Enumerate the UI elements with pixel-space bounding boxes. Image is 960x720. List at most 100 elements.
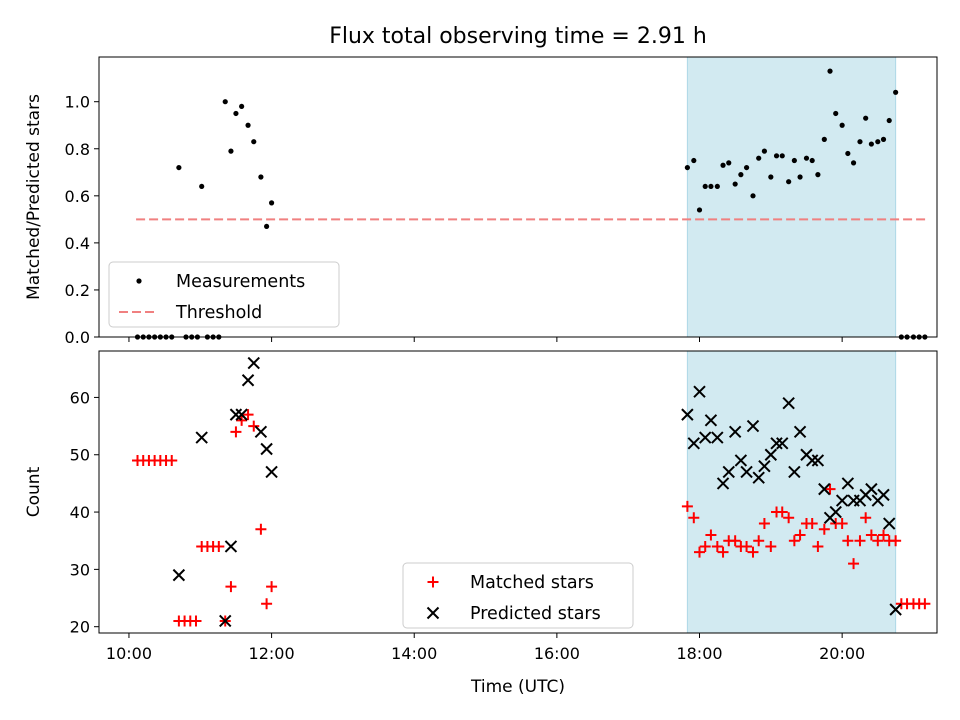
data-point xyxy=(803,155,810,161)
legend-label: Threshold xyxy=(175,303,262,323)
data-point xyxy=(842,535,854,547)
data-point xyxy=(716,477,730,490)
data-point xyxy=(872,535,884,547)
data-point xyxy=(811,454,825,467)
data-point xyxy=(732,181,738,187)
x-tick-label: 20:00 xyxy=(819,644,865,663)
legend-label: Measurements xyxy=(176,272,305,292)
data-point xyxy=(857,139,863,145)
series-predicted-stars xyxy=(172,356,902,628)
data-point xyxy=(883,517,896,530)
data-point xyxy=(708,183,714,190)
figure-title: Flux total observing time = 2.91 h xyxy=(329,24,707,49)
data-point xyxy=(711,540,723,552)
bottom-panel: 20 30 40 50 60 10:00 12:00 14:00 16:00 18:00 20:00… xyxy=(24,350,938,697)
legend: Measurements Threshold xyxy=(108,261,340,328)
data-point xyxy=(722,465,735,479)
data-point xyxy=(681,408,694,421)
data-point xyxy=(172,568,186,582)
data-point xyxy=(726,160,732,166)
data-point xyxy=(833,110,839,117)
data-point xyxy=(890,535,902,547)
data-point xyxy=(740,465,753,479)
data-point xyxy=(770,437,783,450)
data-point xyxy=(793,425,807,439)
y-tick-label: 40 xyxy=(70,503,90,522)
data-point xyxy=(255,523,267,535)
y-tick-label: 0.0 xyxy=(65,328,90,347)
data-point xyxy=(681,500,693,512)
data-point xyxy=(260,442,273,456)
data-point xyxy=(687,437,701,450)
data-point xyxy=(878,529,890,541)
data-point xyxy=(827,68,833,74)
data-point xyxy=(752,471,765,484)
data-point xyxy=(863,115,869,121)
data-point xyxy=(702,183,708,190)
data-point xyxy=(761,148,768,154)
y-tick-label: 0.2 xyxy=(65,281,90,300)
data-point xyxy=(750,193,756,199)
data-point xyxy=(779,153,785,159)
data-point xyxy=(235,408,248,421)
y-axis-label: Matched/Predicted stars xyxy=(24,94,44,300)
data-point xyxy=(166,454,178,466)
data-point xyxy=(251,139,257,145)
y-tick-label: 30 xyxy=(70,560,90,579)
data-point xyxy=(845,150,851,157)
data-point xyxy=(893,89,899,95)
data-point xyxy=(753,535,765,547)
data-point xyxy=(768,174,774,180)
x-tick-label: 12:00 xyxy=(249,644,295,663)
data-point xyxy=(266,581,278,593)
data-point xyxy=(788,535,800,547)
axes-frame xyxy=(98,350,938,634)
data-point xyxy=(239,103,245,110)
data-point xyxy=(815,172,821,178)
data-point xyxy=(684,164,690,171)
data-point xyxy=(219,614,232,628)
data-point xyxy=(714,183,720,190)
data-point xyxy=(788,465,801,479)
legend-label: Matched stars xyxy=(470,573,594,593)
data-point xyxy=(236,414,248,426)
data-point xyxy=(728,425,742,439)
data-point xyxy=(836,518,848,530)
data-point xyxy=(854,535,866,547)
data-point xyxy=(829,505,842,519)
x-tick-label: 14:00 xyxy=(391,644,437,663)
data-point xyxy=(248,420,260,432)
data-point xyxy=(865,482,878,496)
data-point xyxy=(229,408,243,421)
data-point xyxy=(176,164,182,171)
data-point xyxy=(693,385,706,398)
y-tick-label: 0.6 xyxy=(65,187,90,206)
data-point xyxy=(919,598,931,610)
y-tick-label: 60 xyxy=(70,388,90,407)
data-point xyxy=(225,581,237,593)
data-point xyxy=(746,419,760,433)
data-point xyxy=(880,136,887,142)
data-point xyxy=(241,374,255,387)
data-point xyxy=(776,506,788,518)
legend-marker xyxy=(426,606,440,620)
data-point xyxy=(806,518,818,530)
data-point xyxy=(242,409,254,421)
legend: Matched stars Predicted stars xyxy=(402,562,634,629)
data-point xyxy=(756,155,762,161)
data-point xyxy=(704,414,718,427)
x-tick-label: 10:00 xyxy=(106,644,152,663)
data-point xyxy=(268,200,275,206)
y-tick-label: 20 xyxy=(70,618,90,637)
data-point xyxy=(786,179,792,185)
top-panel: 0.0 0.2 0.4 0.6 0.8 1.0 Matched/Predicted star… xyxy=(24,56,938,347)
data-point xyxy=(190,615,202,627)
data-point xyxy=(711,431,724,444)
y-tick-label: 0.8 xyxy=(65,140,90,159)
legend-box xyxy=(108,261,340,328)
data-point xyxy=(696,207,703,213)
series-matched-stars xyxy=(132,409,931,627)
data-point xyxy=(886,117,892,124)
data-point xyxy=(809,157,815,164)
